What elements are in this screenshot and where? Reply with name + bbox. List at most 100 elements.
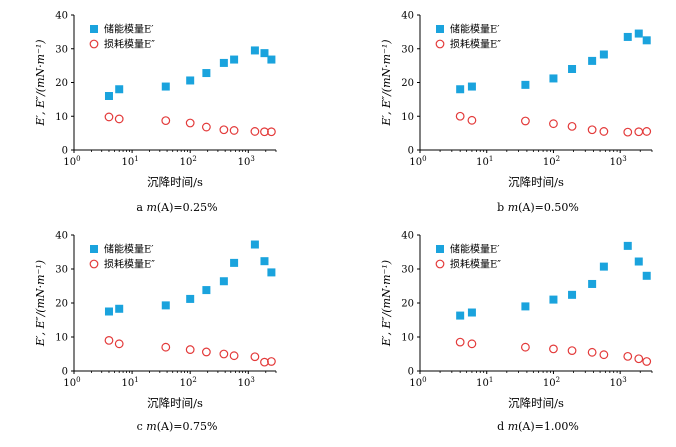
y-tick-label: 10 [55, 333, 68, 344]
data-point-storage-modulus [549, 74, 558, 83]
data-point-loss-modulus [455, 337, 465, 347]
data-point-loss-modulus [634, 127, 644, 137]
panel-caption: a m(A)=0.25% [136, 201, 217, 214]
caption-variable: m [508, 420, 518, 433]
data-point-loss-modulus [455, 111, 465, 121]
y-tick-label: 0 [408, 367, 414, 378]
data-point-loss-modulus [549, 344, 558, 354]
x-tick-exponent: 3 [622, 376, 626, 384]
caption-variable: m [508, 201, 518, 214]
x-tick-label: 102 [180, 155, 197, 168]
y-tick-label: 30 [55, 265, 68, 276]
caption-letter: d [497, 420, 508, 433]
data-point-storage-modulus [230, 55, 239, 64]
panel-caption: d m(A)=1.00% [497, 420, 579, 433]
data-point-storage-modulus [634, 257, 643, 266]
y-tick-label: 30 [401, 265, 414, 276]
legend-marker-circle [89, 259, 99, 269]
legend-marker-square [436, 245, 444, 253]
data-point-loss-modulus [185, 118, 195, 128]
legend-label: 储能模量E′ [450, 23, 500, 36]
x-tick-label: 100 [409, 376, 426, 389]
legend-marker-circle [89, 39, 99, 49]
panel-caption: c m(A)=0.75% [137, 420, 218, 433]
legend-marker-square [90, 245, 98, 253]
x-tick-label: 100 [409, 155, 426, 168]
data-point-storage-modulus [104, 307, 113, 316]
data-point-loss-modulus [260, 357, 269, 367]
data-point-storage-modulus [642, 36, 651, 45]
y-tick-label: 40 [55, 231, 68, 242]
data-point-storage-modulus [260, 257, 269, 266]
x-tick-label: 103 [610, 155, 627, 168]
caption-letter: c [137, 420, 147, 433]
x-tick-label: 103 [238, 376, 255, 389]
x-tick-exponent: 2 [556, 155, 560, 163]
legend-label: 损耗模量E″ [450, 38, 501, 51]
x-tick-label: 101 [121, 155, 138, 168]
y-axis-label: E′, E″/(mN·m⁻¹) [380, 260, 393, 347]
y-tick-label: 10 [55, 112, 68, 123]
data-point-loss-modulus [219, 349, 229, 359]
data-point-storage-modulus [599, 262, 608, 271]
data-point-loss-modulus [587, 347, 597, 357]
caption-value: (A)=0.50% [518, 201, 579, 214]
y-tick-label: 20 [401, 78, 414, 89]
data-point-storage-modulus [186, 294, 195, 303]
data-point-storage-modulus [250, 240, 259, 249]
x-tick-label: 100 [63, 155, 80, 168]
x-axis-label: 沉降时间/s [508, 175, 564, 189]
legend-label: 损耗模量E″ [104, 38, 155, 51]
data-point-loss-modulus [599, 127, 609, 136]
data-point-storage-modulus [219, 277, 228, 286]
data-point-loss-modulus [161, 342, 171, 352]
x-tick-exponent: 0 [76, 376, 80, 384]
data-point-storage-modulus [115, 304, 124, 313]
data-point-storage-modulus [467, 82, 476, 91]
data-point-loss-modulus [201, 122, 211, 132]
data-point-storage-modulus [588, 56, 597, 65]
data-point-loss-modulus [219, 125, 229, 135]
y-tick-label: 20 [401, 299, 414, 310]
data-point-loss-modulus [114, 114, 124, 124]
data-point-storage-modulus [161, 82, 170, 91]
data-point-loss-modulus [642, 127, 652, 136]
y-axis-label: E′, E″/(mN·m⁻¹) [34, 39, 47, 126]
data-point-storage-modulus [186, 76, 195, 85]
y-tick-label: 10 [401, 333, 414, 344]
x-tick-label: 101 [476, 376, 493, 389]
data-point-storage-modulus [456, 85, 465, 94]
caption-variable: m [146, 420, 156, 433]
data-point-storage-modulus [623, 241, 632, 250]
data-point-loss-modulus [250, 127, 260, 136]
data-point-storage-modulus [115, 85, 124, 94]
data-point-storage-modulus [104, 92, 113, 100]
x-tick-exponent: 3 [622, 155, 626, 163]
x-axis-label: 沉降时间/s [147, 175, 203, 189]
data-point-loss-modulus [267, 357, 276, 366]
x-tick-exponent: 0 [76, 155, 80, 163]
x-tick-exponent: 1 [134, 155, 138, 163]
x-tick-label: 103 [610, 376, 627, 389]
data-point-loss-modulus [104, 336, 114, 345]
x-tick-label: 102 [543, 376, 560, 389]
caption-variable: m [146, 201, 156, 214]
data-point-storage-modulus [549, 295, 558, 304]
x-tick-exponent: 2 [192, 155, 196, 163]
data-point-loss-modulus [229, 351, 239, 361]
data-point-storage-modulus [260, 49, 269, 58]
caption-value: (A)=1.00% [518, 420, 579, 433]
x-tick-exponent: 1 [489, 376, 493, 384]
y-tick-label: 0 [62, 367, 68, 378]
x-tick-label: 101 [121, 376, 138, 389]
data-point-storage-modulus [642, 271, 651, 280]
y-tick-label: 20 [55, 299, 68, 310]
data-point-storage-modulus [161, 301, 170, 310]
y-tick-label: 30 [55, 44, 68, 55]
data-point-loss-modulus [599, 350, 609, 360]
data-point-storage-modulus [267, 55, 276, 64]
data-point-storage-modulus [634, 29, 643, 38]
